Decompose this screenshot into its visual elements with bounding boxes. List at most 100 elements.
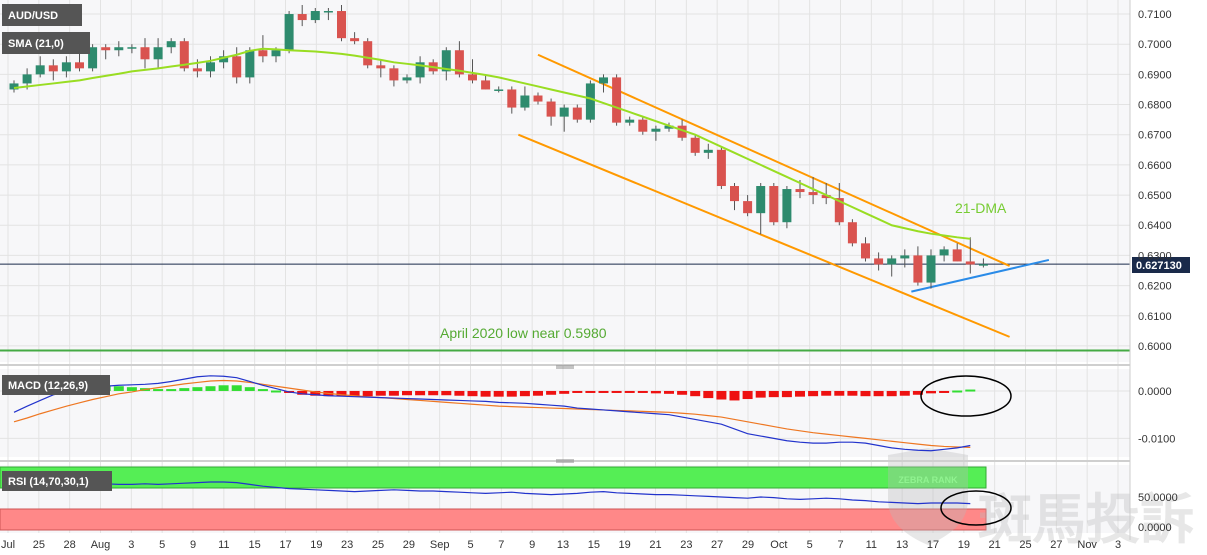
candle-bearish — [389, 68, 399, 81]
candle-bearish — [612, 77, 622, 123]
candle-bearish — [297, 14, 307, 21]
x-tick-label: 21 — [989, 539, 1001, 551]
macd-hist-negative — [428, 390, 439, 396]
price-tick-label: 0.6600 — [1138, 160, 1172, 172]
macd-hist-positive — [244, 387, 255, 391]
candle-bullish — [88, 47, 98, 69]
candle-bullish — [35, 65, 45, 75]
candle-bullish — [585, 83, 595, 120]
macd-hist-positive — [179, 388, 190, 391]
candle-bearish — [75, 62, 84, 69]
macd-hist-positive — [205, 386, 216, 391]
x-tick-label: 23 — [680, 539, 692, 551]
price-tick-label: 0.7000 — [1138, 39, 1172, 51]
macd-hist-positive — [231, 385, 242, 391]
candle-bearish — [337, 11, 346, 39]
candle-bearish — [821, 195, 831, 199]
current-price-value: 0.627130 — [1136, 260, 1182, 272]
dma-annotation: 21-DMA — [955, 200, 1007, 216]
candle-bearish — [847, 222, 857, 244]
macd-hist-negative — [585, 390, 596, 393]
candle-bearish — [861, 243, 870, 259]
macd-hist-negative — [519, 390, 530, 397]
macd-hist-positive — [965, 389, 976, 392]
candle-bearish — [48, 65, 58, 72]
x-tick-label: 17 — [927, 539, 939, 551]
macd-hist-negative — [716, 390, 727, 400]
candle-bearish — [716, 149, 726, 187]
macd-hist-negative — [493, 390, 504, 397]
candle-bullish — [703, 149, 713, 153]
x-tick-label: Sep — [430, 539, 450, 551]
macd-hist-negative — [454, 390, 465, 396]
x-tick-label: 3 — [1115, 539, 1121, 551]
macd-label: MACD (12,26,9) — [8, 380, 88, 392]
macd-hist-negative — [362, 390, 373, 397]
x-tick-label: 19 — [958, 539, 970, 551]
candle-bullish — [756, 186, 766, 214]
macd-highlight-ellipse — [920, 375, 1012, 417]
candle-bullish — [494, 89, 504, 91]
macd-hist-negative — [755, 390, 766, 398]
candle-bullish — [22, 74, 32, 84]
candle-bullish — [782, 189, 792, 223]
macd-hist-negative — [939, 390, 950, 393]
x-tick-label: Jul — [1, 539, 15, 551]
macd-hist-negative — [847, 390, 858, 396]
macd-hist-negative — [886, 390, 897, 397]
macd-hist-negative — [506, 390, 517, 397]
macd-tick-label: 0.0000 — [1138, 386, 1172, 398]
macd-hist-positive — [113, 386, 124, 391]
watermark-logo: ZEBRA RANK — [888, 448, 968, 545]
panel-splitter-2[interactable] — [556, 459, 574, 463]
candle-bullish — [245, 50, 255, 78]
candle-bearish — [507, 89, 517, 108]
candle-bullish — [625, 119, 635, 123]
rising-trendline — [911, 258, 1050, 293]
candle-bullish — [939, 249, 949, 256]
candle-bullish — [887, 258, 897, 265]
macd-hist-positive — [257, 389, 268, 392]
macd-hist-negative — [611, 390, 622, 393]
x-tick-label: 7 — [498, 539, 504, 551]
macd-hist-negative — [677, 390, 688, 395]
price-tick-label: 0.6500 — [1138, 190, 1172, 202]
candle-bearish — [481, 80, 491, 90]
candle-bearish — [834, 198, 844, 223]
x-tick-label: 29 — [742, 539, 754, 551]
macd-hist-negative — [480, 390, 491, 397]
x-tick-label: Nov — [1077, 539, 1097, 551]
macd-hist-negative — [388, 390, 399, 396]
candle-bearish — [730, 186, 739, 202]
macd-hist-negative — [742, 390, 753, 400]
candle-bullish — [900, 255, 910, 259]
macd-hist-negative — [624, 390, 635, 393]
macd-hist-negative — [637, 390, 648, 393]
x-tick-label: 25 — [372, 539, 384, 551]
macd-hist-negative — [415, 390, 426, 396]
candle-bullish — [651, 128, 661, 132]
macd-hist-negative — [795, 390, 805, 397]
panel-splitter-1[interactable] — [556, 365, 574, 369]
candle-bearish — [101, 47, 111, 51]
macd-hist-negative — [297, 390, 308, 395]
sma-label: SMA (21,0) — [8, 38, 64, 50]
macd-hist-positive — [153, 389, 164, 392]
candle-bearish — [376, 65, 386, 69]
candle-bullish — [926, 255, 936, 283]
macd-hist-negative — [349, 390, 360, 397]
candle-bullish — [441, 50, 451, 72]
macd-label-bg — [2, 375, 110, 395]
macd-hist-negative — [310, 390, 321, 396]
current-price-tag — [1132, 257, 1190, 273]
x-tick-label: 27 — [1050, 539, 1062, 551]
sma21-line — [13, 47, 971, 240]
x-tick-label: 15 — [588, 539, 600, 551]
candle-bearish — [808, 192, 818, 196]
price-panel — [0, 0, 1130, 362]
candle-bullish — [559, 107, 569, 117]
macd-hist-negative — [664, 390, 674, 394]
candle-bullish — [219, 56, 229, 63]
rsi-tick-label: 50.0000 — [1138, 492, 1178, 504]
